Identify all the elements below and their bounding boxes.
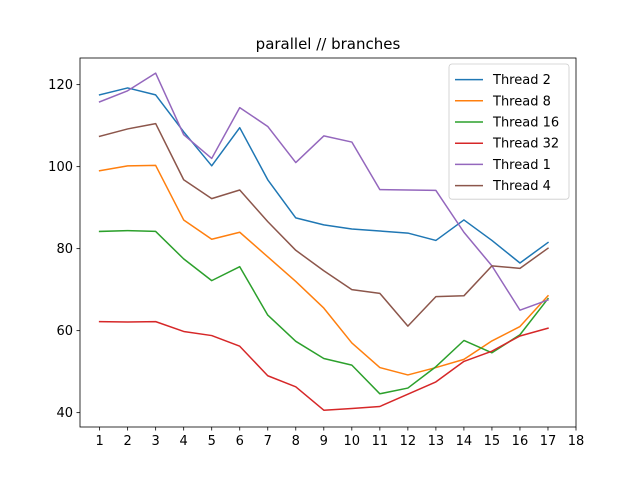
series-line-6 xyxy=(98,122,550,327)
x-tick-label: 9 xyxy=(320,434,328,449)
x-tick-label: 3 xyxy=(152,434,160,449)
legend: Thread 2 Thread 8 Thread 16 Thread 32 Thread… xyxy=(448,63,570,200)
series-line-1 xyxy=(98,87,550,264)
legend-label: Thread 32 xyxy=(492,137,559,152)
legend-label: Thread 4 xyxy=(492,179,551,194)
x-tick-label: 10 xyxy=(344,434,361,449)
x-tick-label: 6 xyxy=(236,434,244,449)
legend-label: Thread 8 xyxy=(492,94,551,109)
y-tick-label: 40 xyxy=(56,406,73,421)
x-tick-label: 1 xyxy=(95,434,103,449)
plot-frame xyxy=(79,57,577,428)
series-line-2 xyxy=(98,164,550,376)
x-tick-label: 16 xyxy=(512,434,529,449)
series-line-4 xyxy=(98,320,549,411)
legend-label: Thread 2 xyxy=(492,73,551,88)
legend-label: Thread 1 xyxy=(492,158,551,173)
x-tick-label: 7 xyxy=(264,434,272,449)
x-tick-label: 14 xyxy=(456,434,473,449)
y-tick-label: 100 xyxy=(48,160,73,175)
x-tick-label: 12 xyxy=(400,434,417,449)
x-tick-label: 11 xyxy=(372,434,389,449)
series-line-5 xyxy=(98,72,549,311)
y-tick-label: 120 xyxy=(48,78,73,93)
legend-box xyxy=(448,63,570,200)
series-layer xyxy=(98,72,550,411)
y-tick-label: 60 xyxy=(56,324,73,339)
x-tick-label: 5 xyxy=(208,434,216,449)
chart-title: parallel // branches xyxy=(256,35,401,53)
x-tick-label: 4 xyxy=(180,434,188,449)
x-tick-label: 18 xyxy=(568,434,585,449)
y-tick-label: 80 xyxy=(56,242,73,257)
legend-label: Thread 16 xyxy=(492,116,559,131)
x-tick-label: 2 xyxy=(123,434,131,449)
x-tick-label: 8 xyxy=(292,434,300,449)
x-tick-label: 13 xyxy=(428,434,445,449)
x-tick-label: 15 xyxy=(484,434,501,449)
series-line-3 xyxy=(98,229,550,395)
x-tick-label: 17 xyxy=(540,434,557,449)
